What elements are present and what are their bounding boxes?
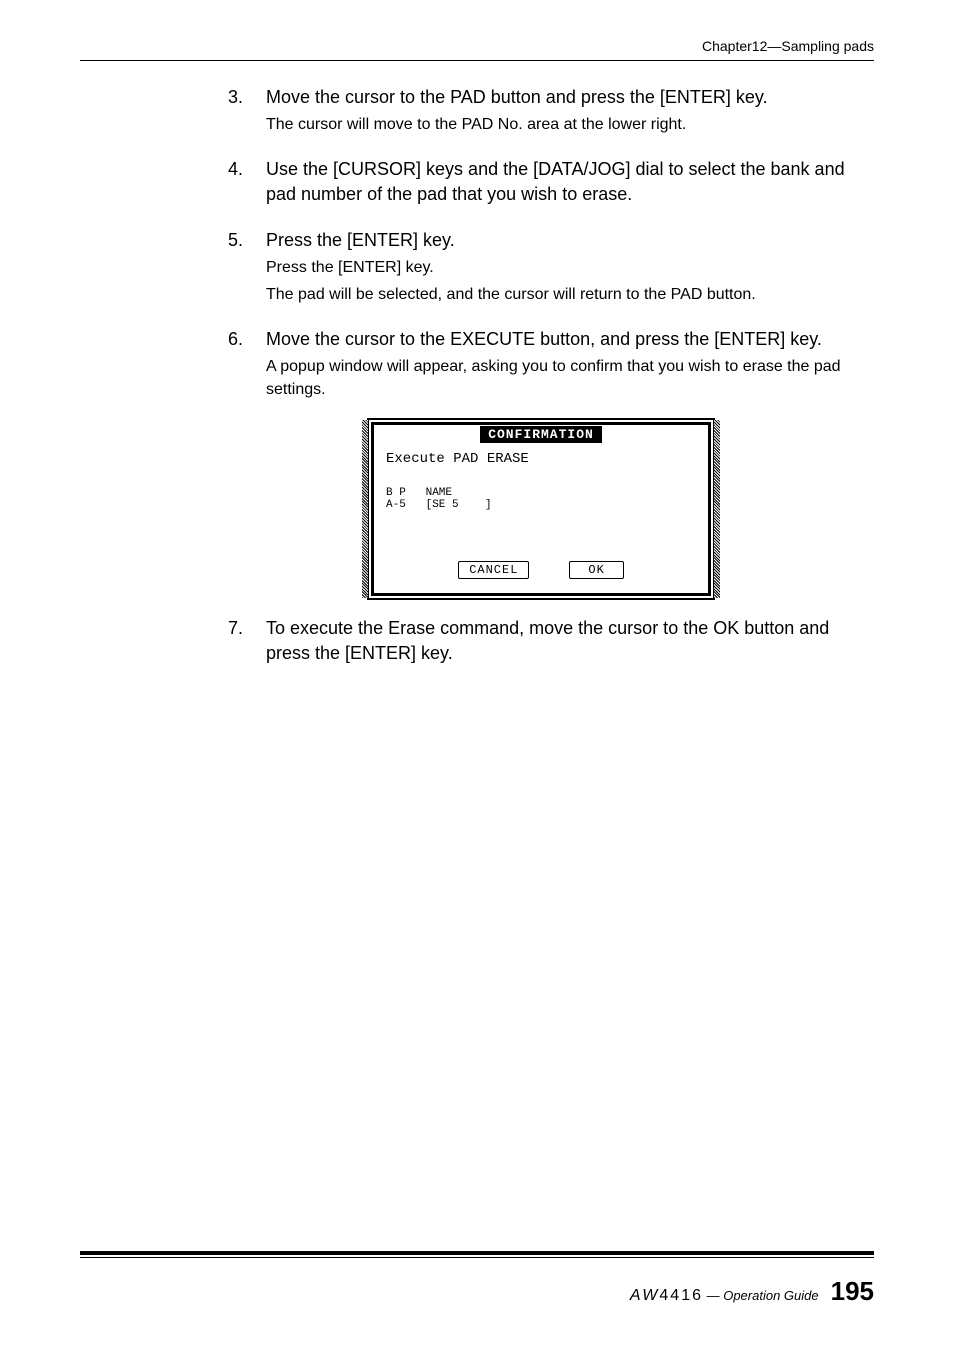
step-description: The pad will be selected, and the cursor… [266, 283, 854, 306]
dialog-border-right [714, 420, 720, 598]
model-prefix: AW [630, 1287, 659, 1304]
guide-label: — Operation Guide [703, 1288, 819, 1303]
step-title: Press the [ENTER] key. [266, 228, 854, 252]
step-7: 7. To execute the Erase command, move th… [228, 616, 854, 669]
spacer [374, 468, 708, 488]
page: Chapter12—Sampling pads 3. Move the curs… [0, 0, 954, 1351]
dialog-button-row: CANCEL OK [374, 561, 708, 579]
dialog-title-bar: CONFIRMATION [374, 425, 708, 443]
step-5: 5. Press the [ENTER] key. Press the [ENT… [228, 228, 854, 309]
step-number: 5. [228, 228, 250, 252]
step-number: 7. [228, 616, 250, 640]
step-number: 4. [228, 157, 250, 181]
step-description: The cursor will move to the PAD No. area… [266, 113, 854, 136]
step-title: To execute the Erase command, move the c… [266, 616, 854, 665]
footer-divider-thin [80, 1257, 874, 1258]
step-6: 6. Move the cursor to the EXECUTE button… [228, 327, 854, 405]
step-3: 3. Move the cursor to the PAD button and… [228, 85, 854, 139]
cancel-button[interactable]: CANCEL [458, 561, 529, 579]
footer-model: AW4416 — Operation Guide [630, 1287, 819, 1305]
footer-divider-thick [80, 1251, 874, 1255]
step-number: 3. [228, 85, 250, 109]
page-footer: AW4416 — Operation Guide 195 [80, 1251, 874, 1307]
step-number: 6. [228, 327, 250, 351]
step-description: Press the [ENTER] key. [266, 256, 854, 279]
ok-button[interactable]: OK [569, 561, 623, 579]
step-title: Move the cursor to the PAD button and pr… [266, 85, 854, 109]
confirmation-dialog: CONFIRMATION Execute PAD ERASE B P NAME … [371, 422, 711, 596]
page-header: Chapter12—Sampling pads [80, 38, 874, 61]
dialog-message: Execute PAD ERASE [374, 451, 708, 468]
step-description: A popup window will appear, asking you t… [266, 355, 854, 401]
step-title: Use the [CURSOR] keys and the [DATA/JOG]… [266, 157, 854, 206]
model-number: 4416 [659, 1287, 703, 1304]
page-number: 195 [831, 1276, 874, 1307]
footer-text-line: AW4416 — Operation Guide 195 [80, 1276, 874, 1307]
header-divider [80, 60, 874, 61]
dialog-info-row: A-5 [SE 5 ] [374, 500, 708, 512]
dialog-figure: CONFIRMATION Execute PAD ERASE B P NAME … [228, 422, 854, 596]
step-title: Move the cursor to the EXECUTE button, a… [266, 327, 854, 351]
dialog-border-left [362, 420, 368, 598]
content-area: 3. Move the cursor to the PAD button and… [80, 85, 874, 669]
chapter-title: Chapter12—Sampling pads [80, 38, 874, 54]
dialog-title: CONFIRMATION [480, 426, 602, 443]
step-4: 4. Use the [CURSOR] keys and the [DATA/J… [228, 157, 854, 210]
